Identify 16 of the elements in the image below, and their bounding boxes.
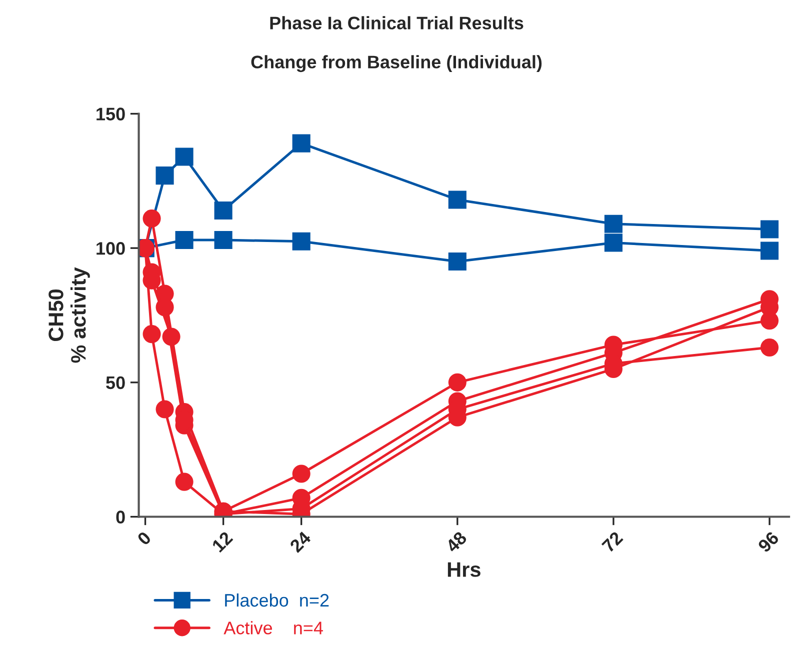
y-tick-label: 50 (106, 376, 125, 390)
y-tick-label: 0 (116, 510, 125, 524)
y-axis-title: CH50 % activity (48, 267, 90, 363)
chart-title: Phase Ia Clinical Trial Results (270, 16, 524, 30)
chart-subtitle: Change from Baseline (Individual) (251, 55, 542, 72)
x-axis-title: Hrs (448, 562, 480, 577)
legend-label: Placebo n=2 (225, 593, 329, 607)
x-tick-label: 48 (444, 530, 468, 554)
x-tick-label: 12 (211, 530, 234, 553)
y-tick-label: 100 (96, 242, 125, 255)
legend-label: Active n=4 (224, 621, 323, 634)
x-tick-label: 96 (757, 530, 780, 554)
y-tick-label: 150 (96, 108, 125, 120)
x-tick-label: 24 (289, 530, 312, 553)
x-tick-label: 0 (136, 530, 152, 546)
x-tick-label: 72 (601, 530, 624, 553)
